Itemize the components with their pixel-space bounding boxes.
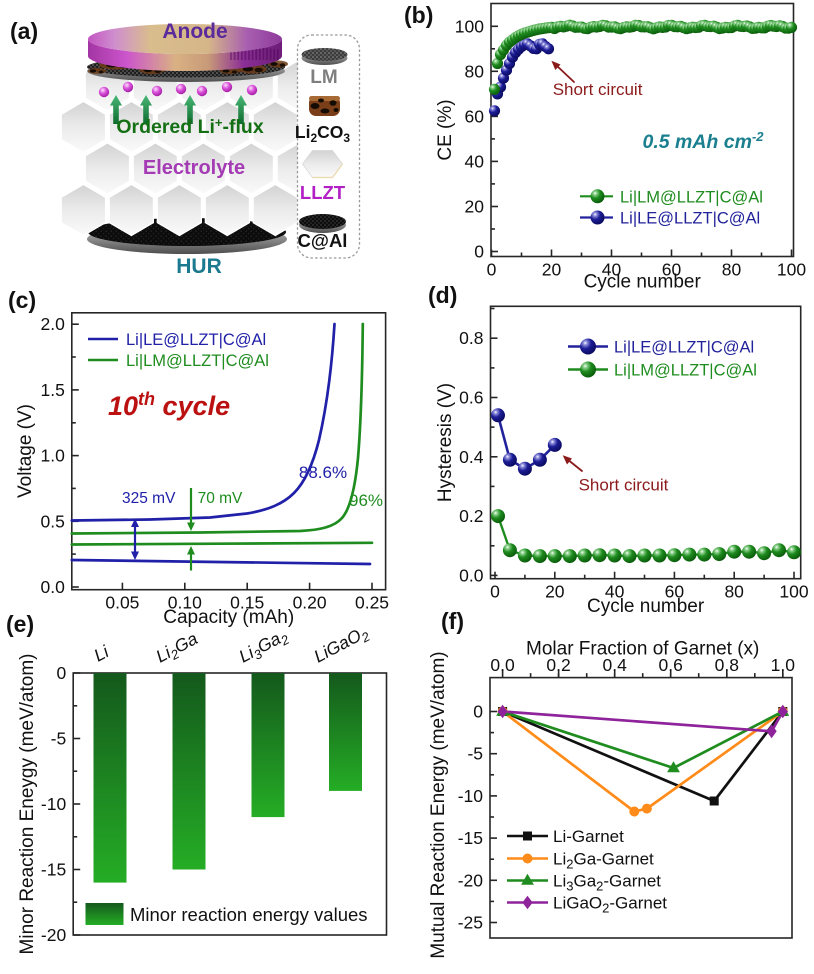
- svg-text:0.05: 0.05: [105, 593, 139, 613]
- svg-text:Li|LM@LLZT|C@Al: Li|LM@LLZT|C@Al: [126, 352, 269, 370]
- svg-text:20: 20: [465, 197, 485, 217]
- svg-text:Li3Ga2-Garnet: Li3Ga2-Garnet: [553, 872, 661, 894]
- svg-text:100: 100: [777, 260, 806, 280]
- svg-text:60: 60: [665, 582, 685, 602]
- svg-text:LiGaO2-Garnet: LiGaO2-Garnet: [553, 894, 667, 916]
- svg-text:40: 40: [465, 151, 485, 171]
- svg-text:Short circuit: Short circuit: [579, 476, 669, 495]
- svg-text:Ordered Li+-flux: Ordered Li+-flux: [116, 115, 264, 138]
- svg-text:0: 0: [487, 260, 497, 280]
- svg-text:Anode: Anode: [162, 20, 227, 43]
- svg-text:-25: -25: [458, 913, 483, 933]
- svg-text:Voltage (V): Voltage (V): [15, 404, 36, 498]
- svg-text:(c): (c): [8, 287, 36, 313]
- svg-text:-15: -15: [458, 828, 483, 848]
- svg-text:Minor Reaction Eneygy (meV/ato: Minor Reaction Eneygy (meV/atom): [17, 654, 38, 955]
- svg-text:C@Al: C@Al: [298, 230, 348, 251]
- svg-text:0.0: 0.0: [490, 655, 515, 675]
- svg-text:Minor reaction energy values: Minor reaction energy values: [130, 904, 368, 925]
- svg-text:0: 0: [473, 702, 483, 722]
- svg-text:325 mV: 325 mV: [122, 490, 176, 507]
- svg-text:Li|LE@LLZT|C@Al: Li|LE@LLZT|C@Al: [614, 339, 754, 357]
- svg-text:(f): (f): [441, 608, 464, 634]
- svg-text:100: 100: [455, 16, 484, 36]
- svg-text:0.8: 0.8: [459, 328, 483, 348]
- svg-text:-10: -10: [41, 794, 67, 814]
- svg-text:(d): (d): [428, 282, 457, 308]
- svg-text:60: 60: [662, 260, 682, 280]
- svg-text:0: 0: [56, 663, 66, 683]
- svg-text:0.0: 0.0: [40, 577, 65, 597]
- svg-text:1.0: 1.0: [771, 655, 796, 675]
- svg-text:60: 60: [465, 106, 485, 126]
- svg-text:LLZT: LLZT: [300, 182, 346, 203]
- svg-text:0.2: 0.2: [459, 506, 483, 526]
- svg-text:1.5: 1.5: [40, 380, 64, 400]
- svg-text:-20: -20: [41, 925, 67, 945]
- svg-text:0.6: 0.6: [659, 655, 683, 675]
- svg-text:LM: LM: [310, 67, 337, 88]
- svg-text:100: 100: [779, 582, 808, 602]
- svg-text:Electrolyte: Electrolyte: [143, 157, 245, 179]
- svg-text:96%: 96%: [349, 491, 383, 510]
- svg-text:Mutual Reaction Energy (meV/at: Mutual Reaction Energy (meV/atom): [428, 651, 449, 958]
- svg-text:0.8: 0.8: [715, 655, 739, 675]
- svg-text:80: 80: [722, 260, 742, 280]
- svg-text:-5: -5: [51, 729, 67, 749]
- svg-text:HUR: HUR: [176, 255, 222, 278]
- svg-text:0.20: 0.20: [293, 593, 327, 613]
- svg-text:0: 0: [490, 582, 500, 602]
- svg-text:0.0: 0.0: [459, 565, 484, 585]
- svg-text:0.5 mAh cm-2: 0.5 mAh cm-2: [642, 129, 764, 153]
- svg-text:-10: -10: [458, 786, 484, 806]
- svg-text:88.6%: 88.6%: [299, 463, 347, 482]
- svg-text:70 mV: 70 mV: [198, 490, 243, 507]
- svg-text:-15: -15: [41, 860, 66, 880]
- svg-text:-20: -20: [458, 870, 484, 890]
- svg-text:Capacity (mAh): Capacity (mAh): [163, 607, 294, 628]
- svg-text:(a): (a): [10, 18, 38, 44]
- svg-text:0: 0: [474, 242, 484, 262]
- svg-text:10th cycle: 10th cycle: [108, 389, 230, 421]
- svg-text:80: 80: [724, 582, 744, 602]
- svg-text:40: 40: [605, 582, 625, 602]
- svg-text:1.0: 1.0: [40, 446, 65, 466]
- svg-text:-5: -5: [467, 744, 483, 764]
- svg-text:0.4: 0.4: [603, 655, 628, 675]
- svg-text:(e): (e): [6, 611, 34, 637]
- svg-text:0.2: 0.2: [546, 655, 570, 675]
- svg-text:Molar Fraction of Garnet (x): Molar Fraction of Garnet (x): [526, 639, 759, 660]
- svg-text:Li2CO3: Li2CO3: [295, 122, 351, 145]
- svg-text:(b): (b): [404, 2, 433, 28]
- svg-text:Li|LE@LLZT|C@Al: Li|LE@LLZT|C@Al: [126, 331, 266, 349]
- svg-text:Li-Garnet: Li-Garnet: [553, 827, 624, 846]
- svg-text:Hysteresis (V): Hysteresis (V): [435, 383, 456, 502]
- svg-text:Short circuit: Short circuit: [553, 80, 643, 99]
- svg-text:0.15: 0.15: [230, 593, 264, 613]
- svg-text:0.5: 0.5: [40, 511, 64, 531]
- svg-text:0.25: 0.25: [355, 593, 389, 613]
- svg-text:20: 20: [542, 260, 562, 280]
- svg-text:Li|LM@LLZT|C@Al: Li|LM@LLZT|C@Al: [614, 362, 757, 380]
- svg-text:2.0: 2.0: [40, 314, 65, 334]
- svg-text:Li|LM@LLZT|C@Al: Li|LM@LLZT|C@Al: [620, 188, 763, 206]
- svg-text:CE (%): CE (%): [435, 99, 456, 160]
- svg-text:20: 20: [545, 582, 565, 602]
- svg-text:Li|LE@LLZT|C@Al: Li|LE@LLZT|C@Al: [620, 210, 760, 228]
- svg-text:40: 40: [602, 260, 622, 280]
- svg-text:0.4: 0.4: [459, 447, 484, 467]
- svg-text:Cycle number: Cycle number: [587, 596, 705, 617]
- svg-text:0.6: 0.6: [459, 388, 483, 408]
- svg-text:0.10: 0.10: [168, 593, 202, 613]
- svg-text:Li2Ga-Garnet: Li2Ga-Garnet: [553, 850, 654, 872]
- svg-text:80: 80: [465, 61, 485, 81]
- svg-text:Cycle number: Cycle number: [584, 272, 702, 293]
